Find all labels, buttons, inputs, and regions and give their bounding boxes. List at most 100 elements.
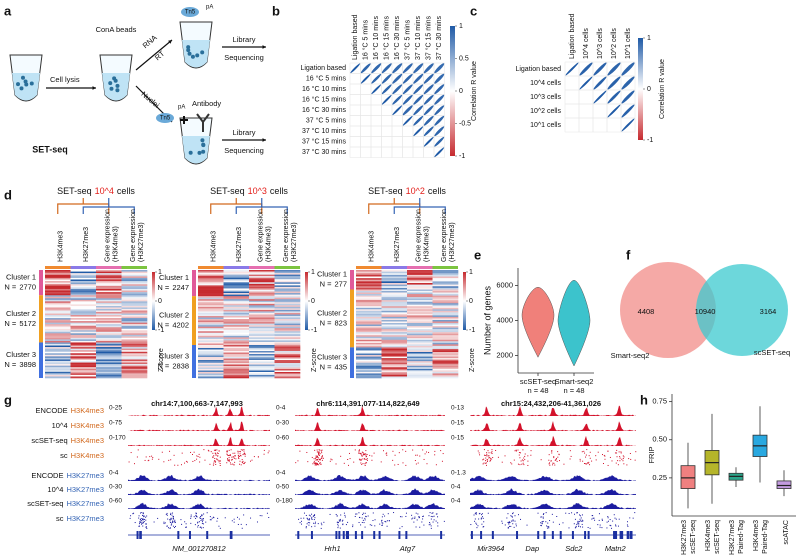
single-cell-read xyxy=(512,523,514,525)
single-cell-read xyxy=(519,464,521,466)
correlation-ellipse xyxy=(621,90,635,104)
heatmap-cell xyxy=(121,325,148,328)
heatmap-cell xyxy=(121,362,148,365)
single-cell-read xyxy=(595,455,597,457)
single-cell-read xyxy=(359,453,361,455)
single-cell-read xyxy=(385,453,387,455)
single-cell-read xyxy=(140,523,142,525)
single-cell-read xyxy=(142,514,144,516)
single-cell-read xyxy=(366,459,368,461)
colorbar-tick-label: -1 xyxy=(647,137,653,144)
heatmap-cell xyxy=(407,330,433,333)
single-cell-read xyxy=(571,512,573,514)
heatmap-cell xyxy=(198,359,224,362)
heatmap-cell xyxy=(381,362,408,365)
heatmap-cell xyxy=(274,328,301,331)
single-cell-read xyxy=(145,519,147,521)
single-cell-read xyxy=(609,524,611,526)
track-mark: H3K4me3 xyxy=(71,421,104,430)
single-cell-read xyxy=(301,523,303,525)
single-cell-read xyxy=(430,518,432,520)
single-cell-read xyxy=(313,519,315,521)
heatmap-cell xyxy=(249,289,275,292)
heatmap-cell xyxy=(198,371,224,374)
heatmap-cell xyxy=(198,374,224,377)
heatmap-cell xyxy=(198,346,224,349)
single-cell-read xyxy=(547,522,549,524)
heatmap-cell xyxy=(96,340,122,343)
x-tick-mark-label: H3K27me3 xyxy=(681,520,688,555)
heatmap-cell xyxy=(356,327,382,330)
heatmap-cell xyxy=(432,298,459,301)
single-cell-read xyxy=(233,518,235,520)
single-cell-read xyxy=(474,520,476,522)
violin xyxy=(521,286,555,358)
single-cell-read xyxy=(313,460,315,462)
heatmap-cell xyxy=(249,358,275,361)
heatmap-cell xyxy=(407,347,433,350)
single-cell-read xyxy=(425,451,427,453)
heatmap-cell xyxy=(274,365,301,368)
heatmap-cell xyxy=(121,348,148,351)
heatmap-cell xyxy=(407,292,433,295)
heatmap-cell xyxy=(70,376,97,379)
heatmap-cell xyxy=(381,326,408,328)
heatmap-cell xyxy=(70,333,97,336)
single-cell-read xyxy=(190,517,192,519)
single-cell-read xyxy=(145,523,147,525)
single-cell-read xyxy=(604,455,606,457)
track-mark: H3K27me3 xyxy=(66,514,104,523)
single-cell-read xyxy=(214,452,216,454)
single-cell-read xyxy=(486,459,488,461)
heatmap-cell xyxy=(381,273,408,276)
exon xyxy=(470,531,473,539)
y-tick-label: 0.75 xyxy=(652,397,667,406)
heatmap-cell xyxy=(356,274,382,277)
single-cell-read xyxy=(599,526,601,528)
single-cell-read xyxy=(143,515,145,517)
cell xyxy=(200,138,205,143)
single-cell-read xyxy=(586,463,588,465)
single-cell-read xyxy=(476,527,478,529)
single-cell-read xyxy=(360,462,362,464)
single-cell-read xyxy=(365,516,367,518)
heatmap-cell xyxy=(96,371,122,374)
single-cell-read xyxy=(361,463,363,465)
heatmap-cell xyxy=(223,347,250,350)
heatmap-cell xyxy=(249,323,275,326)
single-cell-read xyxy=(579,520,581,522)
cluster-bar xyxy=(39,342,43,378)
heatmap-cell xyxy=(121,298,148,301)
single-cell-read xyxy=(237,454,239,456)
heatmap-cell xyxy=(70,316,97,319)
single-cell-read xyxy=(507,513,509,515)
heatmap-cell xyxy=(356,365,382,368)
heatmap-cell xyxy=(223,335,250,338)
heatmap-cell xyxy=(121,319,148,322)
single-cell-read xyxy=(314,521,316,523)
single-cell-read xyxy=(491,458,493,460)
single-cell-read xyxy=(173,454,175,456)
heatmap-cell xyxy=(70,276,97,279)
single-cell-read xyxy=(311,456,313,458)
single-cell-read xyxy=(542,520,544,522)
single-cell-read xyxy=(184,521,186,523)
single-cell-read xyxy=(142,525,144,527)
arrow xyxy=(135,39,173,71)
gene-name: Dap xyxy=(525,544,539,553)
heatmap-cell xyxy=(96,277,122,280)
single-cell-read xyxy=(580,517,582,519)
heatmap-cell xyxy=(432,367,459,370)
exon xyxy=(378,531,381,539)
heatmap-cell xyxy=(198,302,224,305)
heatmap-cell xyxy=(381,319,408,322)
single-cell-read xyxy=(170,518,172,520)
single-cell-read xyxy=(297,460,299,462)
column-bar xyxy=(356,266,382,269)
single-cell-read xyxy=(342,519,344,521)
heatmap-cell xyxy=(407,370,433,373)
colorbar xyxy=(152,272,155,330)
single-cell-read xyxy=(607,450,609,452)
single-cell-read xyxy=(232,452,234,454)
exon xyxy=(559,531,562,539)
